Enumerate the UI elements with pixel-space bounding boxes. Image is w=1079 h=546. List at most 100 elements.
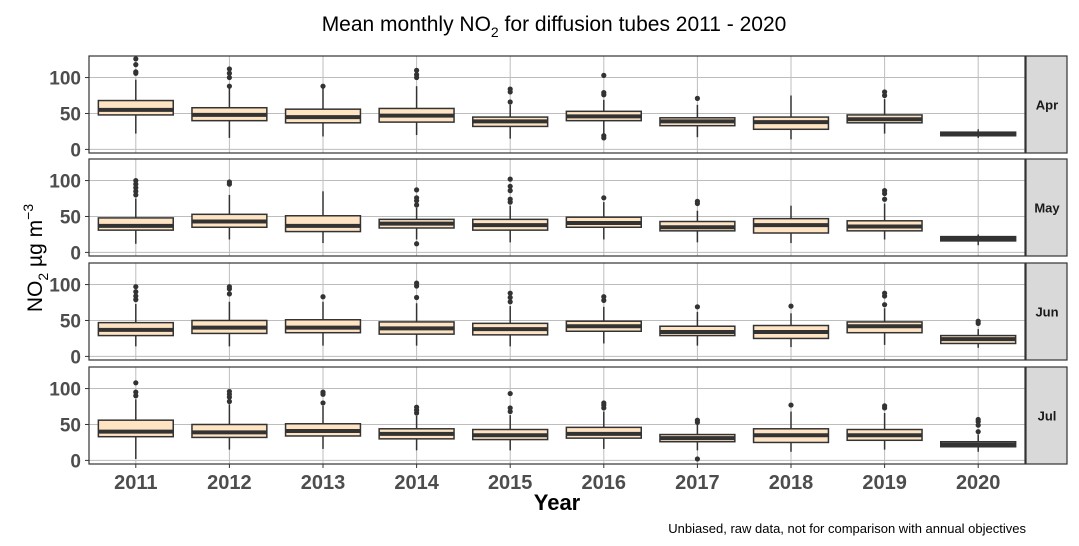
box-2013 (284, 83, 362, 137)
outlier-point (133, 289, 139, 295)
outlier-point (320, 389, 326, 395)
y-tick-label: 100 (49, 276, 81, 297)
x-axis-title: Year (534, 490, 581, 515)
outlier-point (788, 303, 794, 309)
panel-background (89, 56, 1025, 153)
box-2015 (472, 176, 549, 243)
box-iqr (97, 99, 174, 116)
outlier-point (694, 456, 701, 462)
box-2020 (940, 129, 1017, 138)
outlier-point (414, 202, 420, 208)
box-2014 (378, 404, 455, 451)
outlier-point (133, 188, 139, 194)
panel-background (89, 159, 1025, 256)
facet-strip-label: Jul (1038, 409, 1057, 424)
outlier-point (414, 294, 420, 301)
outlier-point (133, 177, 139, 184)
box-2020 (940, 234, 1017, 246)
outlier-point (694, 304, 701, 310)
x-axis-ticks: 2011 2012 2013 2014 2015 2016 2017 2018 2019 2020 (114, 464, 1000, 494)
box-2013 (284, 191, 362, 244)
facet-strip (1025, 158, 1068, 257)
panel-background (89, 367, 1025, 464)
x-tick-label: 2018 (769, 472, 814, 494)
outlier-point (133, 380, 139, 386)
outlier-point (601, 195, 607, 201)
box-2011 (97, 177, 174, 244)
y-tick-label: 50 (60, 415, 81, 436)
box-2015 (472, 390, 549, 451)
box-2018 (752, 205, 830, 244)
y-tick-label: 0 (70, 140, 81, 161)
y-tick-label: 100 (49, 172, 81, 193)
facet-panel-apr: Apr 0 50 100 (49, 55, 1068, 161)
outlier-point (414, 241, 420, 247)
outlier-point (414, 72, 420, 78)
y-tick-label: 0 (70, 243, 81, 264)
box-2011 (97, 56, 174, 134)
box-2011 (97, 380, 174, 459)
x-tick-label: 2020 (956, 472, 1001, 494)
outlier-point (507, 99, 513, 105)
box-2014 (378, 67, 455, 136)
ylabel-sup: −3 (20, 204, 36, 220)
outlier-point (320, 83, 326, 89)
facet-panel-jun: Jun 0 50 100 (49, 262, 1068, 368)
box-2017 (659, 95, 736, 138)
outlier-point (601, 90, 607, 96)
facet-panels: Apr 0 50 100 May 0 50 100 Jun 0 50 100 Jul 0 50 100 (49, 55, 1068, 472)
chart-title: Mean monthly NO2 for diffusion tubes 201… (322, 13, 787, 40)
outlier-point (507, 188, 513, 194)
y-tick-label: 0 (70, 451, 81, 472)
x-tick-label: 2013 (301, 472, 346, 494)
box-iqr (97, 419, 174, 438)
outlier-point (788, 402, 794, 408)
box-2016 (565, 72, 642, 141)
outlier-point (133, 185, 139, 191)
facet-strip-label: May (1034, 201, 1060, 216)
outlier-point (133, 181, 139, 187)
outlier-point (601, 133, 607, 139)
outlier-point (507, 299, 513, 305)
outlier-point (507, 183, 513, 189)
box-2013 (284, 294, 362, 346)
outlier-point (882, 403, 888, 409)
outlier-point (882, 302, 888, 308)
y-tick-label: 100 (49, 69, 81, 90)
outlier-point (507, 176, 513, 182)
box-2016 (565, 195, 642, 240)
x-tick-label: 2014 (394, 472, 439, 494)
outlier-point (320, 294, 326, 300)
outlier-point (226, 291, 232, 297)
outlier-point (694, 198, 701, 204)
box-2020 (940, 318, 1017, 348)
title-subscript: 2 (491, 24, 499, 40)
panel-border (88, 158, 1026, 257)
facet-strip (1025, 366, 1068, 465)
box-2014 (378, 187, 455, 247)
box-2018 (752, 402, 830, 452)
outlier-point (133, 284, 139, 290)
outlier-point (133, 62, 139, 68)
outlier-point (226, 179, 232, 185)
box-2016 (565, 400, 642, 449)
y-axis-title: NO2 µg m−3 (20, 204, 51, 312)
outlier-point (133, 393, 139, 399)
facet-panel-may: May 0 50 100 (49, 158, 1068, 264)
x-tick-label: 2012 (207, 472, 252, 494)
outlier-point (507, 86, 513, 92)
outlier-point (601, 294, 607, 300)
outlier-point (226, 74, 232, 81)
box-2013 (284, 389, 362, 449)
title-text: Mean monthly NO (322, 13, 491, 36)
outlier-point (882, 92, 888, 99)
outlier-point (414, 404, 420, 410)
box-2015 (472, 290, 549, 347)
panel-border (88, 262, 1026, 361)
outlier-point (975, 318, 981, 324)
outlier-point (133, 293, 139, 299)
outlier-point (414, 280, 420, 286)
outlier-point (507, 290, 513, 296)
x-tick-label: 2015 (488, 472, 533, 494)
